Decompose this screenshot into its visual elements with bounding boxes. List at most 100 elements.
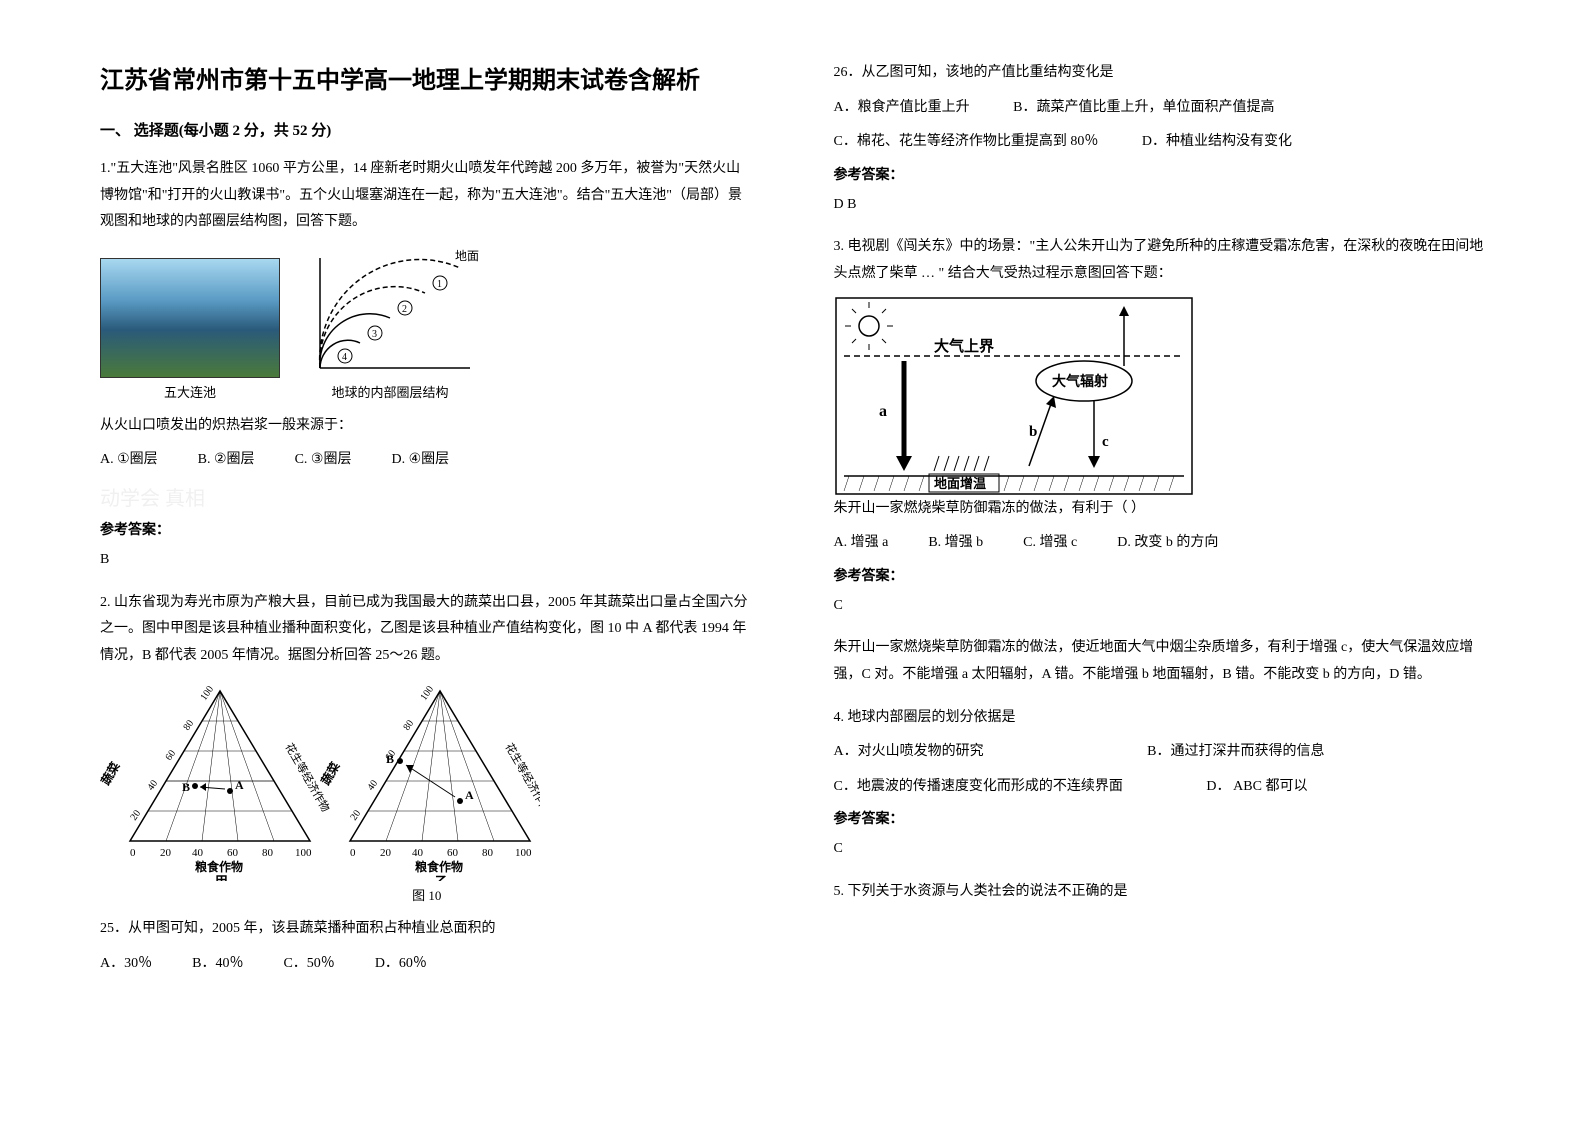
- q26-optC: C．棉花、花生等经济作物比重提高到 80％: [834, 129, 1099, 156]
- q4-options-row2: C．地震波的传播速度变化而形成的不连续界面 D． ABC 都可以: [834, 774, 1488, 801]
- q26-options-row1: A．粮食产值比重上升 B．蔬菜产值比重上升，单位面积产值提高: [834, 95, 1488, 122]
- q26-optA: A．粮食产值比重上升: [834, 95, 970, 122]
- svg-text:B: B: [182, 780, 190, 794]
- q2-fig-caption: 图 10: [100, 885, 754, 904]
- q3-sub: 朱开山一家燃烧柴草防御霜冻的做法，有利于（ ）: [834, 496, 1488, 523]
- svg-text:40: 40: [192, 847, 204, 859]
- svg-text:40: 40: [365, 779, 380, 794]
- q26-optD: D．种植业结构没有变化: [1142, 129, 1292, 156]
- q25-text: 25．从甲图可知，2005 年，该县蔬菜播种面积占种植业总面积的: [100, 916, 754, 943]
- svg-text:地面增温: 地面增温: [934, 476, 986, 491]
- svg-text:蔬菜: 蔬菜: [318, 760, 343, 788]
- q3-optC: C. 增强 c: [1023, 530, 1077, 557]
- q4-answer-label: 参考答案：: [834, 808, 1488, 828]
- svg-text:蔬菜: 蔬菜: [100, 760, 123, 788]
- q25-optC: C．50％: [283, 951, 334, 978]
- document-title: 江苏省常州市第十五中学高一地理上学期期末试卷含解析: [100, 60, 754, 95]
- svg-text:粮食作物: 粮食作物: [415, 859, 463, 874]
- svg-text:20: 20: [128, 809, 143, 824]
- svg-text:100: 100: [418, 684, 436, 703]
- q4-optD: D． ABC 都可以: [1206, 774, 1307, 801]
- svg-text:80: 80: [401, 719, 416, 734]
- earth-layers-diagram: 地面 1 2 3 4: [300, 248, 480, 378]
- q3-optA: A. 增强 a: [834, 530, 889, 557]
- q4-stem: 4. 地球内部圈层的划分依据是: [834, 705, 1488, 732]
- left-column: 江苏省常州市第十五中学高一地理上学期期末试卷含解析 一、 选择题(每小题 2 分…: [100, 60, 754, 986]
- label-ground: 地面: [455, 249, 479, 263]
- q3-optB: B. 增强 b: [928, 530, 983, 557]
- q4-answer: C: [834, 836, 1488, 863]
- svg-text:20: 20: [160, 847, 172, 859]
- q4-optB: B．通过打深井而获得的信息: [1147, 739, 1324, 766]
- q4-optC: C．地震波的传播速度变化而形成的不连续界面: [834, 774, 1123, 801]
- volcano-photo: [100, 258, 280, 378]
- q3-optD: D. 改变 b 的方向: [1117, 530, 1218, 557]
- q3-answer-label: 参考答案：: [834, 565, 1488, 585]
- q1-optA: A. ①圈层: [100, 447, 158, 474]
- q2-figure: 0 20 40 60 80 100 蔬菜 花生等经济作物 粮食作物 A B 甲 …: [100, 681, 754, 904]
- svg-text:A: A: [465, 788, 474, 802]
- svg-text:甲: 甲: [215, 874, 228, 881]
- q5-stem: 5. 下列关于水资源与人类社会的说法不正确的是: [834, 879, 1488, 906]
- q1-sub: 从火山口喷发出的炽热岩浆一般来源于：: [100, 413, 754, 440]
- watermark: 动学会 真相: [100, 482, 754, 511]
- svg-text:0: 0: [130, 847, 136, 859]
- svg-text:20: 20: [380, 847, 392, 859]
- q1-stem: 1."五大连池"风景名胜区 1060 平方公里，14 座新老时期火山喷发年代跨越…: [100, 156, 754, 236]
- svg-text:0: 0: [350, 847, 356, 859]
- q25-optA: A．30％: [100, 951, 152, 978]
- q3-options: A. 增强 a B. 增强 b C. 增强 c D. 改变 b 的方向: [834, 530, 1488, 557]
- q26-optB: B．蔬菜产值比重上升，单位面积产值提高: [1013, 95, 1274, 122]
- svg-text:大气辐射: 大气辐射: [1052, 373, 1108, 390]
- svg-text:60: 60: [447, 847, 459, 859]
- q1-fig1: 五大连池: [100, 258, 280, 401]
- svg-text:100: 100: [515, 847, 532, 859]
- svg-text:2: 2: [402, 304, 407, 315]
- svg-text:80: 80: [482, 847, 494, 859]
- q25-options: A．30％ B．40％ C．50％ D．60％: [100, 951, 754, 978]
- q1-optD: D. ④圈层: [391, 447, 449, 474]
- q1-figures: 五大连池 地面 1 2 3 4 地球的内部圈层结构: [100, 248, 754, 401]
- q3-diagram: 大气上界 a 大气辐射 b c 地: [834, 296, 1488, 496]
- svg-text:100: 100: [198, 684, 216, 703]
- svg-text:A: A: [235, 778, 244, 792]
- svg-text:b: b: [1029, 424, 1037, 440]
- atmosphere-diagram: 大气上界 a 大气辐射 b c 地: [834, 296, 1194, 496]
- q1-fig2: 地面 1 2 3 4 地球的内部圈层结构: [300, 248, 480, 401]
- q25-optD: D．60％: [375, 951, 427, 978]
- svg-text:100: 100: [295, 847, 312, 859]
- q26-options-row2: C．棉花、花生等经济作物比重提高到 80％ D．种植业结构没有变化: [834, 129, 1488, 156]
- q1-answer: B: [100, 547, 754, 574]
- svg-text:20: 20: [348, 809, 363, 824]
- svg-text:大气上界: 大气上界: [934, 337, 994, 355]
- triangle-charts: 0 20 40 60 80 100 蔬菜 花生等经济作物 粮食作物 A B 甲 …: [100, 681, 540, 881]
- svg-text:60: 60: [227, 847, 239, 859]
- q25-optB: B．40％: [192, 951, 243, 978]
- q3-stem: 3. 电视剧《闯关东》中的场景："主人公朱开山为了避免所种的庄稼遭受霜冻危害，在…: [834, 234, 1488, 287]
- svg-text:3: 3: [372, 329, 377, 340]
- section-heading: 一、 选择题(每小题 2 分，共 52 分): [100, 119, 754, 140]
- q1-options: A. ①圈层 B. ②圈层 C. ③圈层 D. ④圈层: [100, 447, 754, 474]
- svg-text:粮食作物: 粮食作物: [195, 859, 243, 874]
- svg-text:40: 40: [412, 847, 424, 859]
- svg-text:80: 80: [181, 719, 196, 734]
- q1-optC: C. ③圈层: [295, 447, 352, 474]
- q1-fig2-caption: 地球的内部圈层结构: [300, 382, 480, 401]
- q3-explanation: 朱开山一家燃烧柴草防御霜冻的做法，使近地面大气中烟尘杂质增多，有利于增强 c，使…: [834, 635, 1488, 688]
- svg-text:40: 40: [145, 779, 160, 794]
- svg-text:60: 60: [163, 749, 178, 764]
- q2-answer: D B: [834, 192, 1488, 219]
- q1-optB: B. ②圈层: [198, 447, 255, 474]
- svg-text:4: 4: [342, 352, 347, 363]
- svg-text:a: a: [879, 403, 887, 420]
- svg-text:c: c: [1102, 434, 1109, 450]
- svg-text:1: 1: [437, 279, 442, 290]
- q4-optA: A．对火山喷发物的研究: [834, 739, 984, 766]
- svg-text:乙: 乙: [435, 874, 448, 881]
- q2-answer-label: 参考答案：: [834, 164, 1488, 184]
- q1-answer-label: 参考答案：: [100, 519, 754, 539]
- q3-answer: C: [834, 593, 1488, 620]
- q4-options-row1: A．对火山喷发物的研究 B．通过打深井而获得的信息: [834, 739, 1488, 766]
- q26-text: 26．从乙图可知，该地的产值比重结构变化是: [834, 60, 1488, 87]
- svg-text:80: 80: [262, 847, 274, 859]
